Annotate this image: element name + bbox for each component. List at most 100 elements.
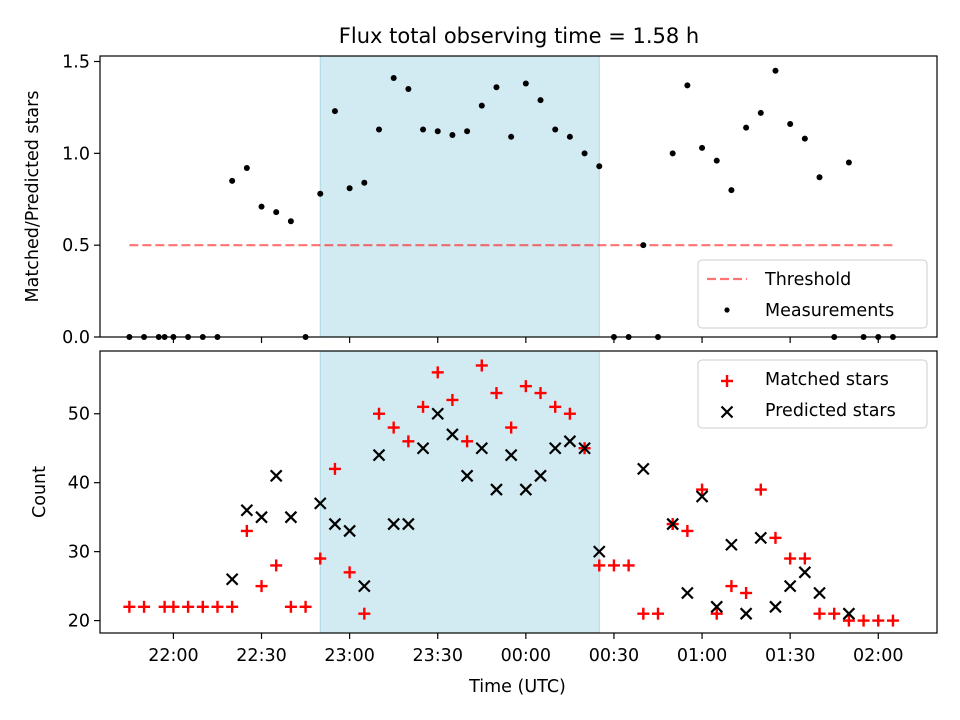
predicted-star-point — [387, 517, 400, 531]
ratio-axes: 0.0 0.5 1.0 1.5 — [62, 53, 879, 348]
predicted-star-point — [490, 483, 503, 496]
measurement-point — [464, 128, 471, 135]
measurement-point — [669, 150, 676, 157]
matched-star-point — [813, 607, 826, 620]
matched-star-point — [886, 614, 899, 627]
matched-star-point — [446, 393, 459, 406]
matched-star-point — [167, 600, 180, 613]
matched-star-point — [196, 600, 209, 613]
measurement-point — [787, 120, 794, 127]
measurement-point — [405, 86, 412, 93]
measurement-point — [713, 157, 720, 164]
predicted-star-point — [725, 538, 738, 552]
predicted-star-point — [769, 600, 782, 614]
predicted-star-point — [592, 545, 606, 558]
measurement-point — [537, 97, 544, 104]
count-y-tick-label: 40 — [68, 474, 90, 494]
matched-star-point — [754, 483, 767, 496]
predicted-star-point — [284, 510, 298, 524]
predicted-star-point — [798, 566, 812, 579]
matched-star-point — [475, 359, 488, 372]
measurement-point — [390, 75, 397, 82]
matched-star-point — [872, 614, 885, 627]
predicted-star-point — [739, 607, 753, 620]
threshold-legend-label: Threshold — [764, 270, 851, 290]
measurement-point — [434, 128, 441, 135]
predicted-star-point — [578, 441, 591, 455]
measurement-point — [581, 150, 588, 157]
matched-star-point — [828, 607, 841, 620]
measurement-point — [522, 80, 529, 87]
ratio-y-axis-label: Matched/Predicted stars — [23, 91, 43, 303]
x-tick-label: 23:30 — [413, 646, 463, 666]
matched-star-point — [798, 552, 811, 565]
predicted-star-point — [431, 407, 445, 421]
ratio-y-tick-label: 0.5 — [62, 236, 90, 256]
count-legend-box — [697, 359, 928, 429]
predicted-star-point — [754, 531, 768, 545]
predicted-star-point — [358, 579, 371, 593]
matched-star-point — [123, 600, 136, 613]
predicted-star-point — [402, 517, 415, 531]
ratio-legend: Threshold Measurements — [697, 259, 928, 329]
predicted-star-point — [681, 586, 694, 600]
count-marks — [123, 359, 899, 627]
ratio-panel: 0.0 0.5 1.0 1.5 Matched/Predicted stars Thr… — [23, 53, 938, 348]
x-tick-label: 22:00 — [148, 646, 198, 666]
measurements-legend-label: Measurements — [765, 301, 894, 321]
count-y-tick-label: 50 — [68, 405, 90, 425]
matched-star-point — [637, 607, 650, 620]
observing-window-shade — [319, 55, 600, 338]
predicted-star-point — [255, 510, 268, 524]
matched-legend-label: Matched stars — [765, 370, 889, 390]
measurement-point — [317, 190, 324, 197]
chart-title: Flux total observing time = 1.58 h — [339, 24, 699, 48]
matched-star-point — [607, 559, 620, 572]
measurement-point — [346, 185, 353, 192]
predicted-star-point — [240, 503, 254, 517]
measurement-point — [845, 159, 852, 166]
ratio-panel-frame — [99, 55, 938, 338]
predicted-star-point — [504, 448, 518, 462]
matched-star-point — [563, 407, 576, 420]
measurement-point — [801, 135, 808, 142]
matched-star-point — [696, 483, 709, 496]
matched-star-point — [270, 559, 283, 572]
matched-star-point — [842, 614, 855, 627]
predicted-star-point — [446, 428, 459, 441]
matched-star-point — [490, 387, 503, 400]
matched-star-point — [299, 600, 312, 613]
matched-star-point — [373, 407, 385, 420]
matched-star-point — [417, 400, 430, 413]
measurements-legend-swatch — [724, 307, 730, 313]
count-axes: 20 30 40 50 22:00 22:30 23:00 23:30 00:00 00:30 01… — [68, 405, 904, 666]
matched-star-point — [182, 600, 195, 613]
observing-window-shade — [319, 350, 600, 634]
matched-star-point — [387, 421, 400, 434]
predicted-star-point — [563, 435, 577, 448]
x-tick-label: 01:00 — [677, 646, 727, 666]
predicted-star-point — [343, 524, 356, 538]
measurement-point — [757, 109, 764, 116]
measurement-point — [243, 165, 250, 172]
count-panel-frame — [99, 350, 938, 634]
matched-star-point — [519, 380, 532, 393]
matched-star-point — [255, 580, 268, 593]
ratio-legend-box — [697, 259, 928, 329]
measurement-point — [376, 126, 382, 133]
x-tick-label: 00:00 — [501, 646, 551, 666]
predicted-star-point — [475, 441, 489, 455]
matched-legend-swatch — [721, 375, 733, 387]
matched-star-point — [402, 435, 415, 448]
matched-star-point — [652, 607, 664, 620]
matched-legend-marker — [721, 375, 733, 387]
predicted-legend-swatch — [720, 405, 734, 419]
count-y-tick-label: 20 — [68, 612, 90, 632]
measurement-point — [772, 67, 779, 74]
measurement-point — [566, 133, 573, 140]
matched-star-point — [505, 421, 518, 434]
matched-star-point — [549, 400, 562, 413]
matched-star-point — [328, 462, 341, 475]
predicted-star-point — [372, 448, 386, 462]
matched-star-point — [740, 587, 753, 600]
